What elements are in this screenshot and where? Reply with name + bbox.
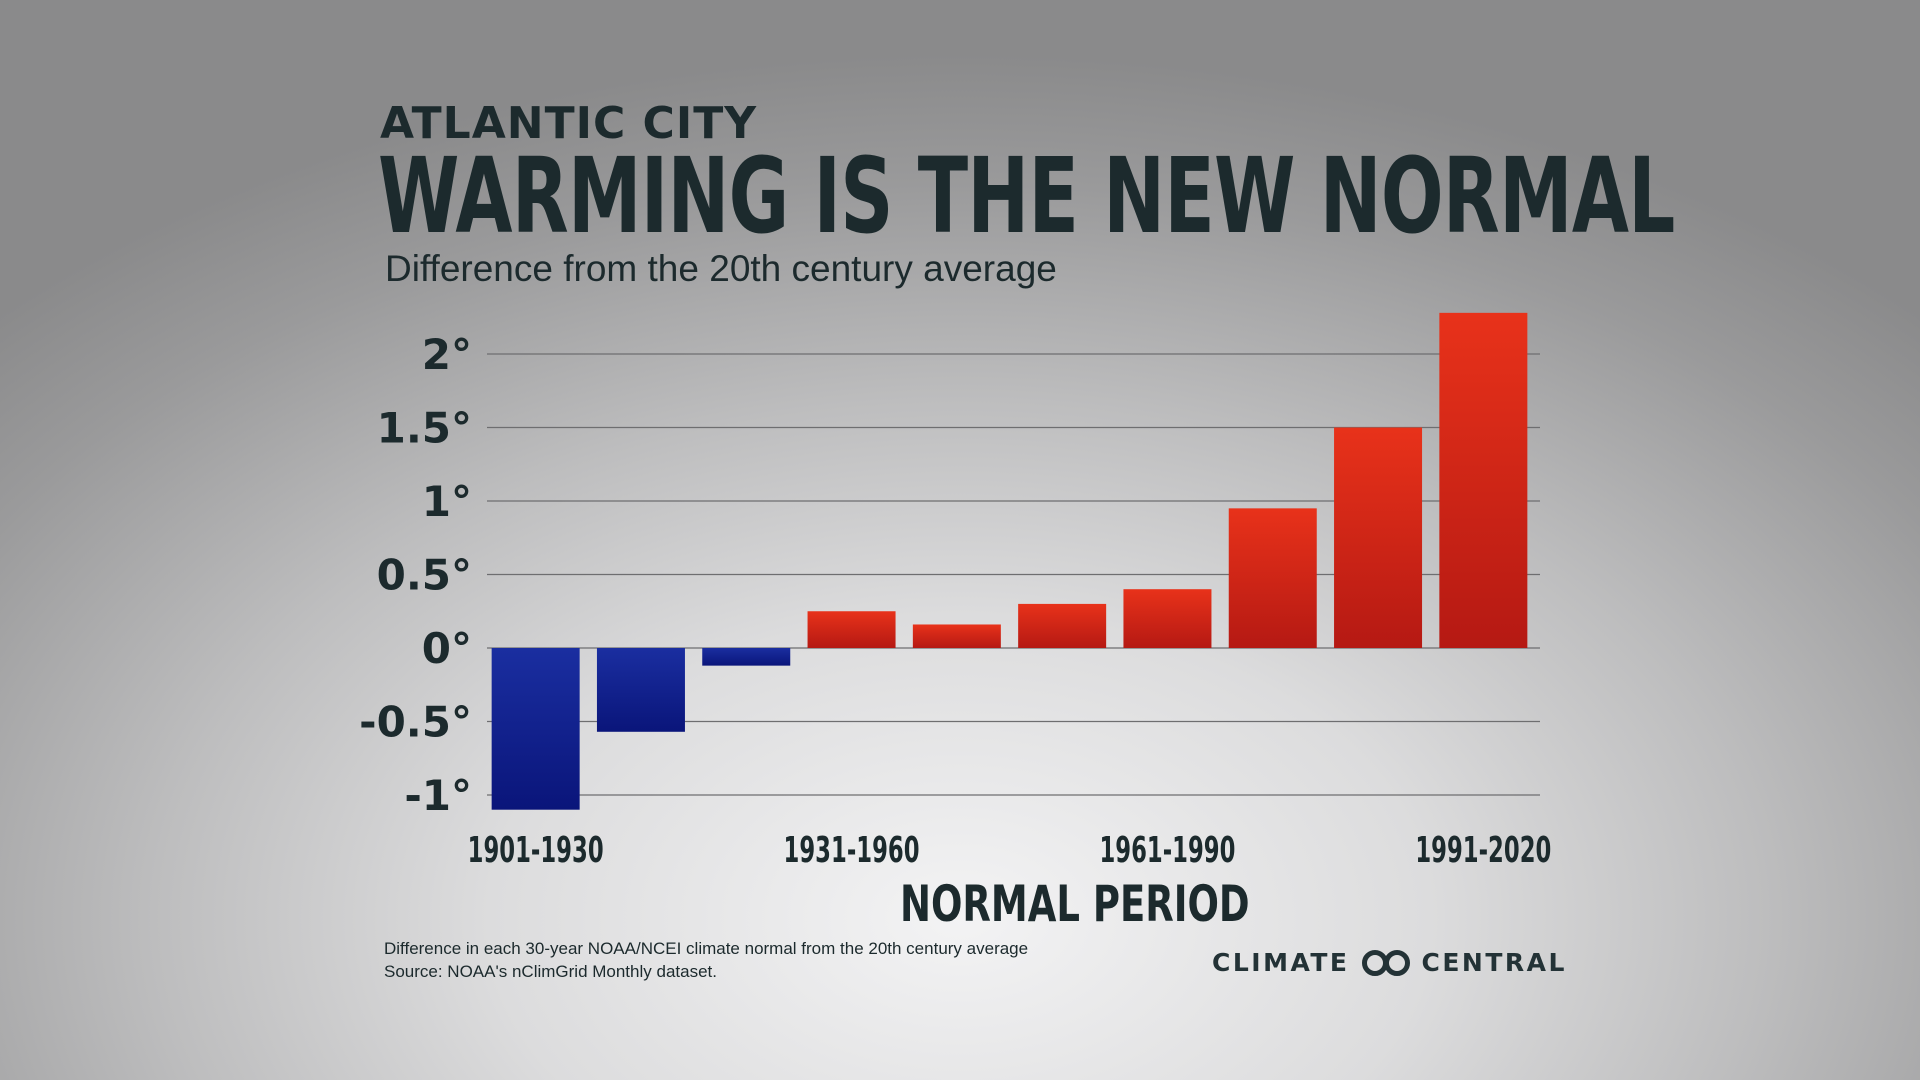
bar-1981-2010 xyxy=(1334,427,1423,648)
page-title: WARMING IS THE NEW NORMAL xyxy=(378,135,1675,257)
brand-logo: CLIMATE CENTRAL xyxy=(1212,948,1567,977)
y-tick-label: 1° xyxy=(422,477,472,526)
bar-1951-1980 xyxy=(1018,603,1107,648)
y-tick-label: 0.5° xyxy=(377,551,472,600)
x-tick-label: 1901-1930 xyxy=(468,830,604,871)
y-tick-label: 0° xyxy=(422,624,472,673)
y-axis-ticks: 2° 1.5° 1° 0.5° 0° -0.5° -1° xyxy=(359,330,472,820)
bar-1991-2020 xyxy=(1439,312,1528,648)
footnote-source: Source: NOAA's nClimGrid Monthly dataset… xyxy=(384,962,717,981)
brand-name-left: CLIMATE xyxy=(1212,948,1350,977)
bar-1941-1970 xyxy=(912,624,1001,648)
footnote-description: Difference in each 30-year NOAA/NCEI cli… xyxy=(384,939,1029,958)
bar-1961-1990 xyxy=(1123,589,1212,648)
x-axis-ticks: 1901-1930 1931-1960 1961-1990 1991-2020 xyxy=(468,830,1552,871)
x-axis-title: NORMAL PERIOD xyxy=(900,875,1250,933)
climate-central-rings-icon xyxy=(1360,949,1412,977)
bar-1921-1950 xyxy=(702,648,791,666)
bar-1971-2000 xyxy=(1228,508,1317,648)
x-tick-label: 1991-2020 xyxy=(1415,830,1551,871)
y-tick-label: 1.5° xyxy=(377,404,472,453)
bars xyxy=(491,312,1528,810)
brand-name-right: CENTRAL xyxy=(1421,948,1567,977)
city-label: ATLANTIC CITY xyxy=(380,98,758,149)
bar-1931-1960 xyxy=(807,611,896,648)
x-tick-label: 1961-1990 xyxy=(1099,830,1235,871)
bar-1901-1930 xyxy=(491,648,580,810)
y-tick-label: -1° xyxy=(404,771,472,820)
y-tick-label: 2° xyxy=(422,330,472,379)
x-tick-label: 1931-1960 xyxy=(784,830,920,871)
chart-subtitle: Difference from the 20th century average xyxy=(385,248,1057,289)
bar-1911-1940 xyxy=(596,648,685,732)
y-tick-label: -0.5° xyxy=(359,698,472,747)
